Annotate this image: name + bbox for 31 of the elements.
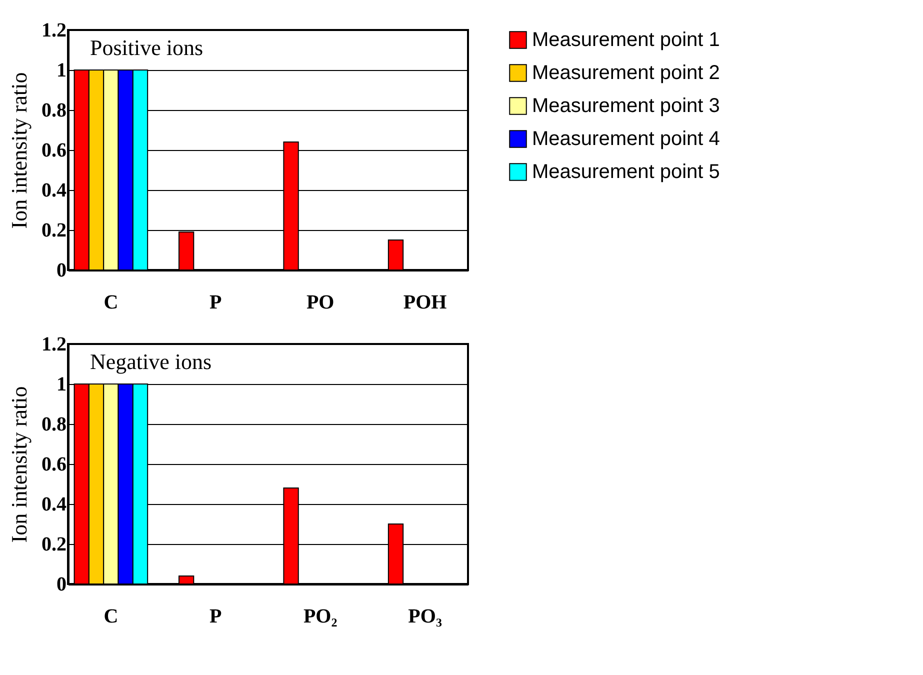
y-tick-label: 0.2 xyxy=(42,534,66,556)
y-tick-label: 0 xyxy=(56,260,66,282)
legend-label: Measurement point 1 xyxy=(532,29,720,51)
y-tick-label: 0.4 xyxy=(42,494,66,516)
y-tick-label: 0.6 xyxy=(42,140,66,162)
y-axis-title: Ion intensity ratio xyxy=(6,72,32,229)
y-tick-label: 0.4 xyxy=(42,180,66,202)
x-tick-label: POH xyxy=(403,292,448,314)
x-tick-label: PO xyxy=(306,292,334,314)
y-tick-label: 0.2 xyxy=(42,220,66,242)
y-tick-label: 0.8 xyxy=(42,414,66,436)
x-tick-label: C xyxy=(104,606,118,628)
annotation: Negative ions xyxy=(90,349,212,374)
x-tick-label: P xyxy=(210,606,222,628)
y-axis-title: Ion intensity ratio xyxy=(6,386,32,543)
legend-label: Measurement point 3 xyxy=(532,95,720,117)
x-tick-label: PO₃ xyxy=(408,606,442,628)
y-tick-label: 1 xyxy=(56,60,66,82)
y-tick-label: 0.8 xyxy=(42,100,66,122)
y-tick-label: 1.2 xyxy=(42,334,66,356)
x-tick-label: C xyxy=(104,292,118,314)
x-tick-label: PO₂ xyxy=(303,606,338,628)
x-tick-label: P xyxy=(210,292,222,314)
y-tick-label: 1.2 xyxy=(42,20,66,42)
y-tick-label: 0 xyxy=(56,574,66,596)
y-tick-label: 0.6 xyxy=(42,454,66,476)
legend-label: Measurement point 2 xyxy=(532,62,720,84)
legend-label: Measurement point 5 xyxy=(532,161,720,183)
y-tick-label: 1 xyxy=(56,374,66,396)
legend-label: Measurement point 4 xyxy=(532,128,720,150)
annotation: Positive ions xyxy=(90,35,204,60)
